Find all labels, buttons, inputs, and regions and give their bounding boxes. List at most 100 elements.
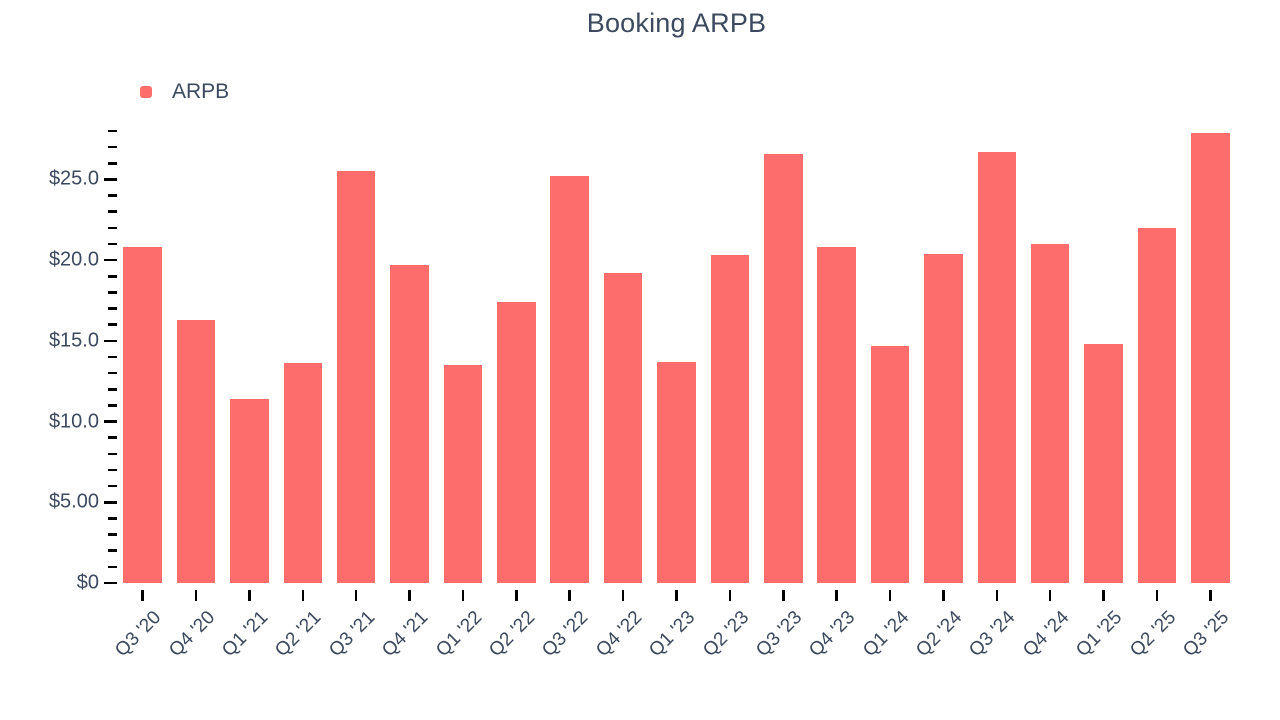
x-axis-tick	[728, 590, 732, 601]
y-axis-major-tick	[104, 339, 117, 343]
y-axis-major-tick	[104, 178, 117, 181]
bar-q4-21[interactable]	[390, 265, 429, 583]
bar-q1-23[interactable]	[657, 361, 696, 583]
bar-q3-21[interactable]	[336, 171, 376, 583]
y-axis-minor-tick	[108, 145, 117, 149]
bar-q2-23[interactable]	[710, 255, 750, 583]
y-axis-label: $5.00	[48, 490, 99, 513]
x-axis-tick	[835, 590, 838, 601]
x-axis-label: Q2 '21	[271, 607, 326, 662]
x-axis-tick	[1209, 590, 1212, 601]
chart-title: Booking ARPB	[586, 8, 767, 38]
y-axis-minor-tick	[108, 484, 117, 488]
x-axis-tick	[621, 590, 625, 601]
x-axis-label: Q3 '25	[1179, 607, 1234, 662]
y-axis-major-tick	[104, 420, 117, 423]
bar-q3-22[interactable]	[550, 176, 589, 583]
x-axis-label: Q1 '25	[1072, 607, 1127, 662]
y-axis-minor-tick	[108, 307, 117, 310]
y-axis-minor-tick	[108, 275, 117, 278]
plot-area	[116, 131, 1237, 583]
y-axis-major-tick	[104, 581, 117, 585]
legend-label: ARPB	[172, 80, 230, 103]
x-axis-tick	[995, 590, 999, 601]
y-axis-minor-tick	[108, 404, 117, 407]
y-axis-minor-tick	[108, 129, 117, 133]
y-axis-label: $0	[76, 571, 99, 594]
x-axis-tick	[888, 590, 892, 601]
x-axis-tick	[461, 590, 465, 601]
y-axis-major-tick	[104, 501, 117, 504]
x-axis-label: Q2 '23	[698, 607, 753, 662]
y-axis-minor-tick	[108, 565, 117, 569]
x-axis-tick	[1102, 590, 1105, 601]
x-axis-label: Q4 '20	[164, 607, 219, 662]
y-axis-minor-tick	[108, 291, 117, 294]
legend-swatch-icon	[140, 86, 152, 98]
bar-q3-24[interactable]	[977, 152, 1017, 583]
x-axis-tick	[942, 590, 945, 601]
x-axis-tick	[515, 590, 518, 601]
x-axis-tick	[248, 590, 251, 601]
bar-q3-25[interactable]	[1191, 132, 1230, 583]
x-axis-label: Q4 '24	[1019, 607, 1074, 662]
bar-q3-20[interactable]	[123, 247, 162, 583]
x-axis-tick	[408, 590, 411, 601]
x-axis-label: Q2 '25	[1125, 607, 1180, 662]
y-axis-minor-tick	[108, 242, 117, 246]
y-axis-minor-tick	[108, 226, 117, 230]
x-axis-tick	[194, 590, 198, 601]
bar-q1-22[interactable]	[443, 365, 483, 583]
x-axis-tick	[568, 590, 571, 601]
x-axis-label: Q2 '22	[485, 607, 540, 662]
bar-q4-23[interactable]	[817, 247, 856, 583]
x-axis-tick	[675, 590, 678, 601]
y-axis-minor-tick	[108, 533, 117, 536]
x-axis-label: Q3 '22	[538, 607, 593, 662]
y-axis-minor-tick	[108, 162, 117, 165]
bar-q1-24[interactable]	[870, 345, 910, 583]
legend-item-arpb[interactable]: ARPB	[140, 80, 229, 104]
bar-q1-25[interactable]	[1084, 344, 1123, 583]
bar-q3-23[interactable]	[764, 153, 803, 583]
y-axis-minor-tick	[108, 388, 117, 391]
bar-q4-22[interactable]	[603, 273, 643, 583]
x-axis-tick	[141, 590, 144, 601]
bar-q2-24[interactable]	[924, 253, 963, 583]
x-axis-tick	[1048, 590, 1052, 601]
y-axis-label: $15.0	[48, 329, 99, 352]
y-axis-label: $10.0	[48, 410, 99, 433]
bar-q4-20[interactable]	[176, 319, 216, 583]
y-axis-minor-tick	[108, 517, 117, 520]
x-axis-tick	[354, 590, 358, 601]
x-axis-label: Q3 '21	[325, 607, 380, 662]
bar-q4-24[interactable]	[1030, 244, 1070, 583]
y-axis-minor-tick	[108, 194, 117, 197]
y-axis-minor-tick	[108, 210, 117, 213]
y-axis-minor-tick	[108, 452, 117, 456]
y-axis-minor-tick	[108, 549, 117, 552]
bar-q2-25[interactable]	[1137, 227, 1177, 583]
y-axis-minor-tick	[108, 468, 117, 472]
x-axis-label: Q1 '21	[218, 607, 273, 662]
x-axis-label: Q3 '23	[752, 607, 807, 662]
bar-q2-21[interactable]	[283, 363, 323, 583]
x-axis-label: Q2 '24	[912, 607, 967, 662]
x-axis-tick	[782, 590, 785, 601]
y-axis-minor-tick	[108, 436, 117, 439]
x-axis-label: Q1 '24	[858, 607, 913, 662]
x-axis-tick	[301, 590, 305, 601]
bar-q2-22[interactable]	[497, 302, 536, 583]
x-axis-tick	[1155, 590, 1159, 601]
x-axis-label: Q3 '20	[111, 607, 166, 662]
y-axis-minor-tick	[108, 355, 117, 359]
x-axis-label: Q4 '23	[805, 607, 860, 662]
x-axis-label: Q3 '24	[965, 607, 1020, 662]
x-axis-label: Q1 '22	[431, 607, 486, 662]
y-axis-label: $20.0	[48, 248, 99, 271]
y-axis-minor-tick	[108, 371, 117, 375]
x-axis-label: Q4 '22	[591, 607, 646, 662]
y-axis-label: $25.0	[48, 167, 99, 190]
bar-q1-21[interactable]	[230, 398, 269, 583]
